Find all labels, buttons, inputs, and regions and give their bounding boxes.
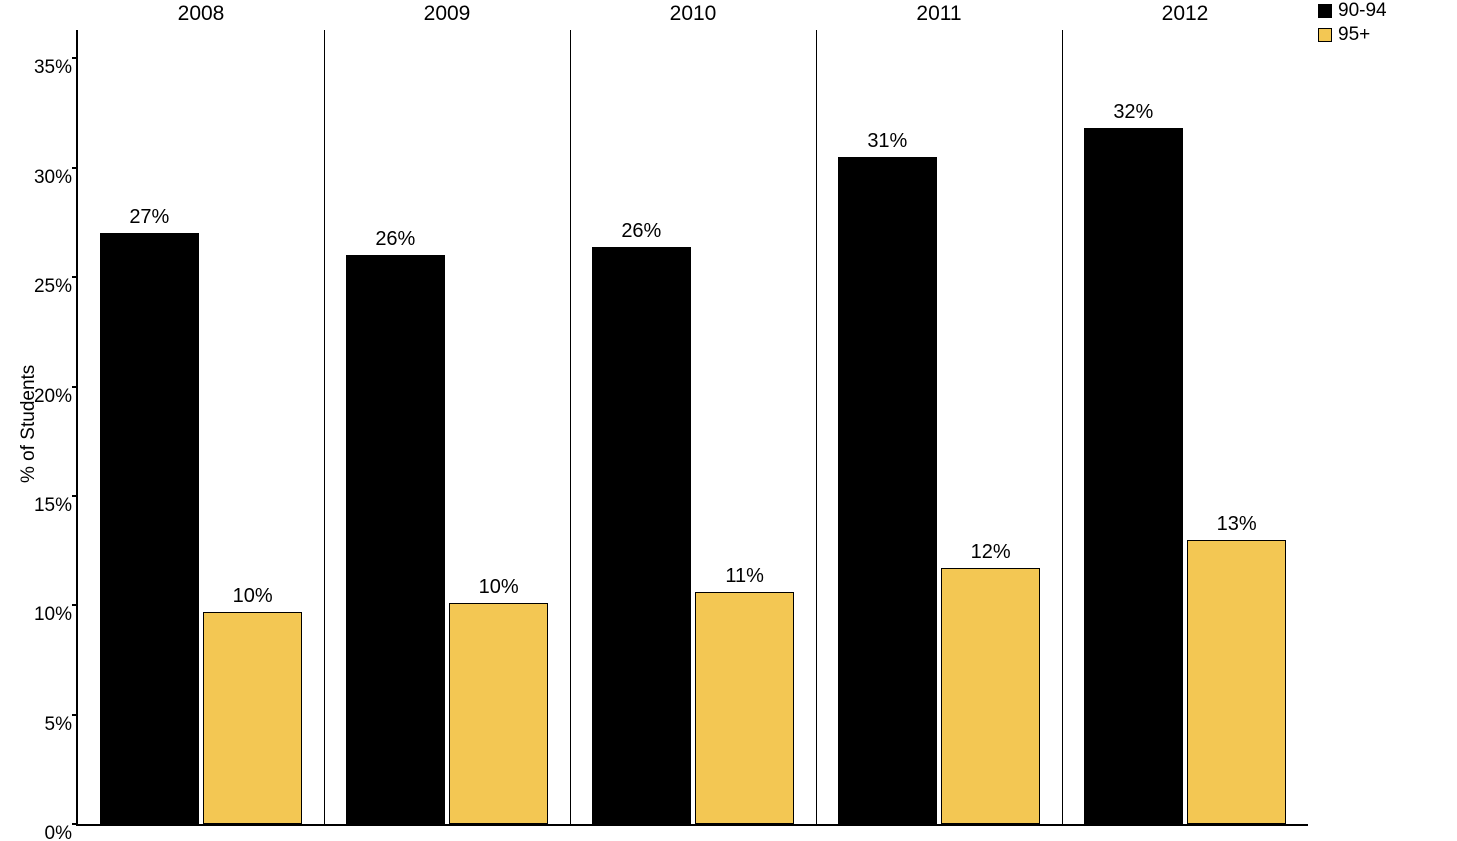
legend-label: 90-94	[1338, 0, 1387, 22]
legend-label: 95+	[1338, 24, 1370, 46]
legend: 90-9495+	[1318, 0, 1387, 48]
panel-title: 2012	[1062, 2, 1308, 26]
legend-swatch	[1318, 28, 1332, 42]
bar-value-label: 26%	[375, 228, 415, 251]
bar-value-label: 27%	[129, 206, 169, 229]
bar-95+	[941, 568, 1039, 824]
bar-value-label: 32%	[1113, 101, 1153, 124]
bar-95+	[695, 592, 793, 824]
legend-item: 95+	[1318, 24, 1387, 46]
legend-swatch	[1318, 4, 1332, 18]
bar-90-94	[346, 255, 444, 824]
panel-title: 2011	[816, 2, 1062, 26]
y-tick-label: 25%	[34, 276, 78, 298]
legend-item: 90-94	[1318, 0, 1387, 22]
y-tick-label: 5%	[45, 714, 78, 736]
chart-panel: 201232%13%	[1062, 30, 1308, 824]
y-tick-label: 0%	[45, 823, 78, 841]
y-tick-label: 15%	[34, 495, 78, 517]
bar-90-94	[100, 233, 198, 824]
y-tick-label: 10%	[34, 604, 78, 626]
panel-title: 2008	[78, 2, 324, 26]
bar-value-label: 13%	[1217, 513, 1257, 536]
bar-95+	[1187, 540, 1285, 824]
chart-panel: 200926%10%	[324, 30, 571, 824]
bar-value-label: 10%	[233, 585, 273, 608]
chart-panel: 201026%11%	[570, 30, 817, 824]
chart-panel: 200827%10%	[78, 30, 325, 824]
bar-value-label: 26%	[621, 220, 661, 243]
bar-90-94	[592, 247, 690, 824]
bar-90-94	[1084, 128, 1182, 824]
chart-panel: 201131%12%	[816, 30, 1063, 824]
plot-area: 0%5%10%15%20%25%30%35%200827%10%200926%1…	[76, 30, 1308, 826]
y-tick-label: 35%	[34, 57, 78, 79]
y-tick-label: 30%	[34, 167, 78, 189]
bar-value-label: 11%	[725, 565, 764, 588]
bar-value-label: 31%	[867, 130, 907, 153]
panel-title: 2010	[570, 2, 816, 26]
bar-value-label: 12%	[971, 541, 1011, 564]
bar-value-label: 10%	[479, 576, 519, 599]
panel-title: 2009	[324, 2, 570, 26]
bar-90-94	[838, 157, 936, 824]
y-tick-label: 20%	[34, 386, 78, 408]
bar-95+	[203, 612, 301, 824]
bar-95+	[449, 603, 547, 824]
y-axis-title: % of Students	[18, 364, 40, 482]
